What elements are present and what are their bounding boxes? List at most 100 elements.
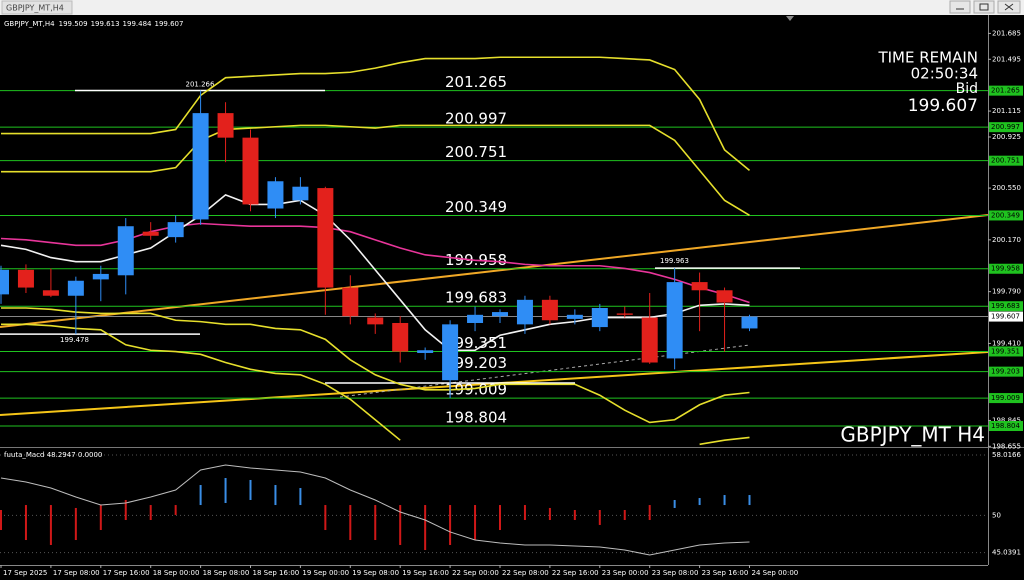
marker-label: 199.963 — [660, 257, 689, 265]
chart-shift-marker[interactable] — [786, 16, 794, 21]
level-axis-box — [989, 122, 1023, 133]
y-tick-label: 200.170 — [992, 236, 1021, 244]
level-label: 199.351 — [445, 334, 507, 352]
minimize-button[interactable] — [949, 0, 971, 14]
time-remain: 02:50:34 — [911, 65, 978, 83]
level-axis-box — [989, 393, 1023, 404]
histogram-bar — [523, 505, 526, 521]
candle-body — [616, 313, 633, 315]
level-axis-box — [989, 155, 1023, 166]
level-axis-box — [989, 210, 1023, 221]
x-tick-label: 17 Sep 08:00 — [53, 569, 100, 577]
candle-body — [117, 226, 134, 276]
indicator-tick-label: 58.0166 — [992, 451, 1021, 459]
candle-body — [641, 317, 658, 363]
candle-body — [0, 269, 9, 295]
y-tick-label: 200.925 — [992, 133, 1021, 141]
x-tick-label: 19 Sep 00:00 — [302, 569, 349, 577]
histogram-bar — [24, 505, 27, 541]
close-icon — [1004, 3, 1014, 11]
level-label: 199.683 — [445, 289, 507, 307]
candle-body — [741, 316, 758, 329]
histogram-bar — [723, 495, 726, 506]
level-axis-label: 199.203 — [991, 368, 1020, 376]
bid-axis-label: 199.607 — [991, 313, 1020, 321]
y-tick-label: 200.550 — [992, 184, 1021, 192]
level-label: 200.349 — [445, 198, 507, 216]
x-tick-label: 19 Sep 16:00 — [402, 569, 449, 577]
level-axis-label: 200.997 — [991, 123, 1020, 131]
level-axis-label: 200.349 — [991, 211, 1020, 219]
indicator-tick-label: 45.0391 — [992, 549, 1021, 557]
main-pane: 201.685 201.495 201.115 200.925 200.550 200.1… — [0, 20, 1023, 450]
level-axis-box — [989, 301, 1023, 312]
candle-body — [442, 324, 459, 381]
restore-icon — [979, 3, 989, 11]
histogram-bar — [274, 485, 277, 506]
candle-body — [467, 314, 484, 323]
candle-body — [42, 290, 59, 296]
level-axis-box — [989, 421, 1023, 432]
histogram-bar — [573, 509, 576, 521]
restore-button[interactable] — [973, 0, 995, 14]
symbol-label: GBPJPY_MT,H4 — [4, 20, 55, 28]
indicator-line — [1, 124, 750, 217]
histogram-bar — [548, 507, 551, 521]
histogram-bar — [99, 505, 102, 531]
level-axis-label: 199.958 — [991, 265, 1020, 273]
indicator-label: fuuta_Macd 48.2947 0.0000 — [4, 451, 102, 459]
histogram-bar — [748, 495, 751, 506]
x-tick-label: 23 Sep 16:00 — [702, 569, 749, 577]
level-axis-label: 199.009 — [991, 394, 1020, 402]
histogram-bar — [324, 505, 327, 531]
x-tick-label: 23 Sep 00:00 — [602, 569, 649, 577]
x-tick-label: 22 Sep 00:00 — [452, 569, 499, 577]
level-label: 200.997 — [445, 110, 507, 128]
histogram-bar — [673, 499, 676, 508]
title-bar — [0, 0, 1024, 15]
level-label: 200.751 — [445, 143, 507, 161]
ohlc-value: 199.484 — [123, 20, 152, 28]
histogram-bar — [424, 505, 427, 551]
histogram-bar — [149, 505, 152, 521]
window-title: GBPJPY_MT,H4 — [6, 4, 64, 13]
chart-tab[interactable] — [1, 0, 73, 15]
histogram-bar — [299, 488, 302, 506]
histogram-bar — [648, 505, 651, 521]
candle-body — [392, 322, 409, 352]
histogram-bar — [249, 479, 252, 500]
candle-body — [267, 181, 284, 209]
bid-label: Bid — [956, 81, 978, 97]
indicator-line — [1, 323, 401, 441]
indicator-tick-label: 50 — [992, 511, 1001, 519]
histogram-bar — [623, 509, 626, 521]
bid-value: 199.607 — [908, 96, 978, 116]
histogram-bar — [449, 505, 452, 545]
x-tick-label: 22 Sep 16:00 — [552, 569, 599, 577]
level-axis-label: 199.351 — [991, 347, 1020, 355]
histogram-bar — [399, 505, 402, 545]
candle-body — [342, 287, 359, 317]
level-axis-label: 200.751 — [991, 157, 1020, 165]
watermark: GBPJPY_MT H4 — [840, 423, 985, 447]
level-axis-box — [989, 366, 1023, 377]
indicator-line — [1, 307, 750, 424]
candle-body — [716, 290, 733, 303]
y-tick-label: 199.410 — [992, 339, 1021, 347]
y-tick-label: 201.115 — [992, 107, 1021, 115]
x-tick-label: 23 Sep 08:00 — [652, 569, 699, 577]
histogram-bar — [349, 505, 352, 541]
x-tick-label: 18 Sep 08:00 — [203, 569, 250, 577]
y-tick-label: 201.495 — [992, 55, 1021, 63]
level-label: 199.203 — [445, 354, 507, 372]
window-buttons — [949, 0, 1021, 14]
level-label: 201.265 — [445, 73, 507, 91]
x-tick-label: 18 Sep 16:00 — [253, 569, 300, 577]
histogram-bar — [474, 505, 477, 541]
candle-body — [691, 282, 708, 291]
indicator-pane: 58.0166 50 45.0391 fuuta_Macd 48.2947 0.000… — [0, 451, 1021, 557]
indicator-line — [699, 436, 750, 446]
histogram-bar — [698, 498, 701, 506]
x-tick-label: 24 Sep 00:00 — [752, 569, 799, 577]
